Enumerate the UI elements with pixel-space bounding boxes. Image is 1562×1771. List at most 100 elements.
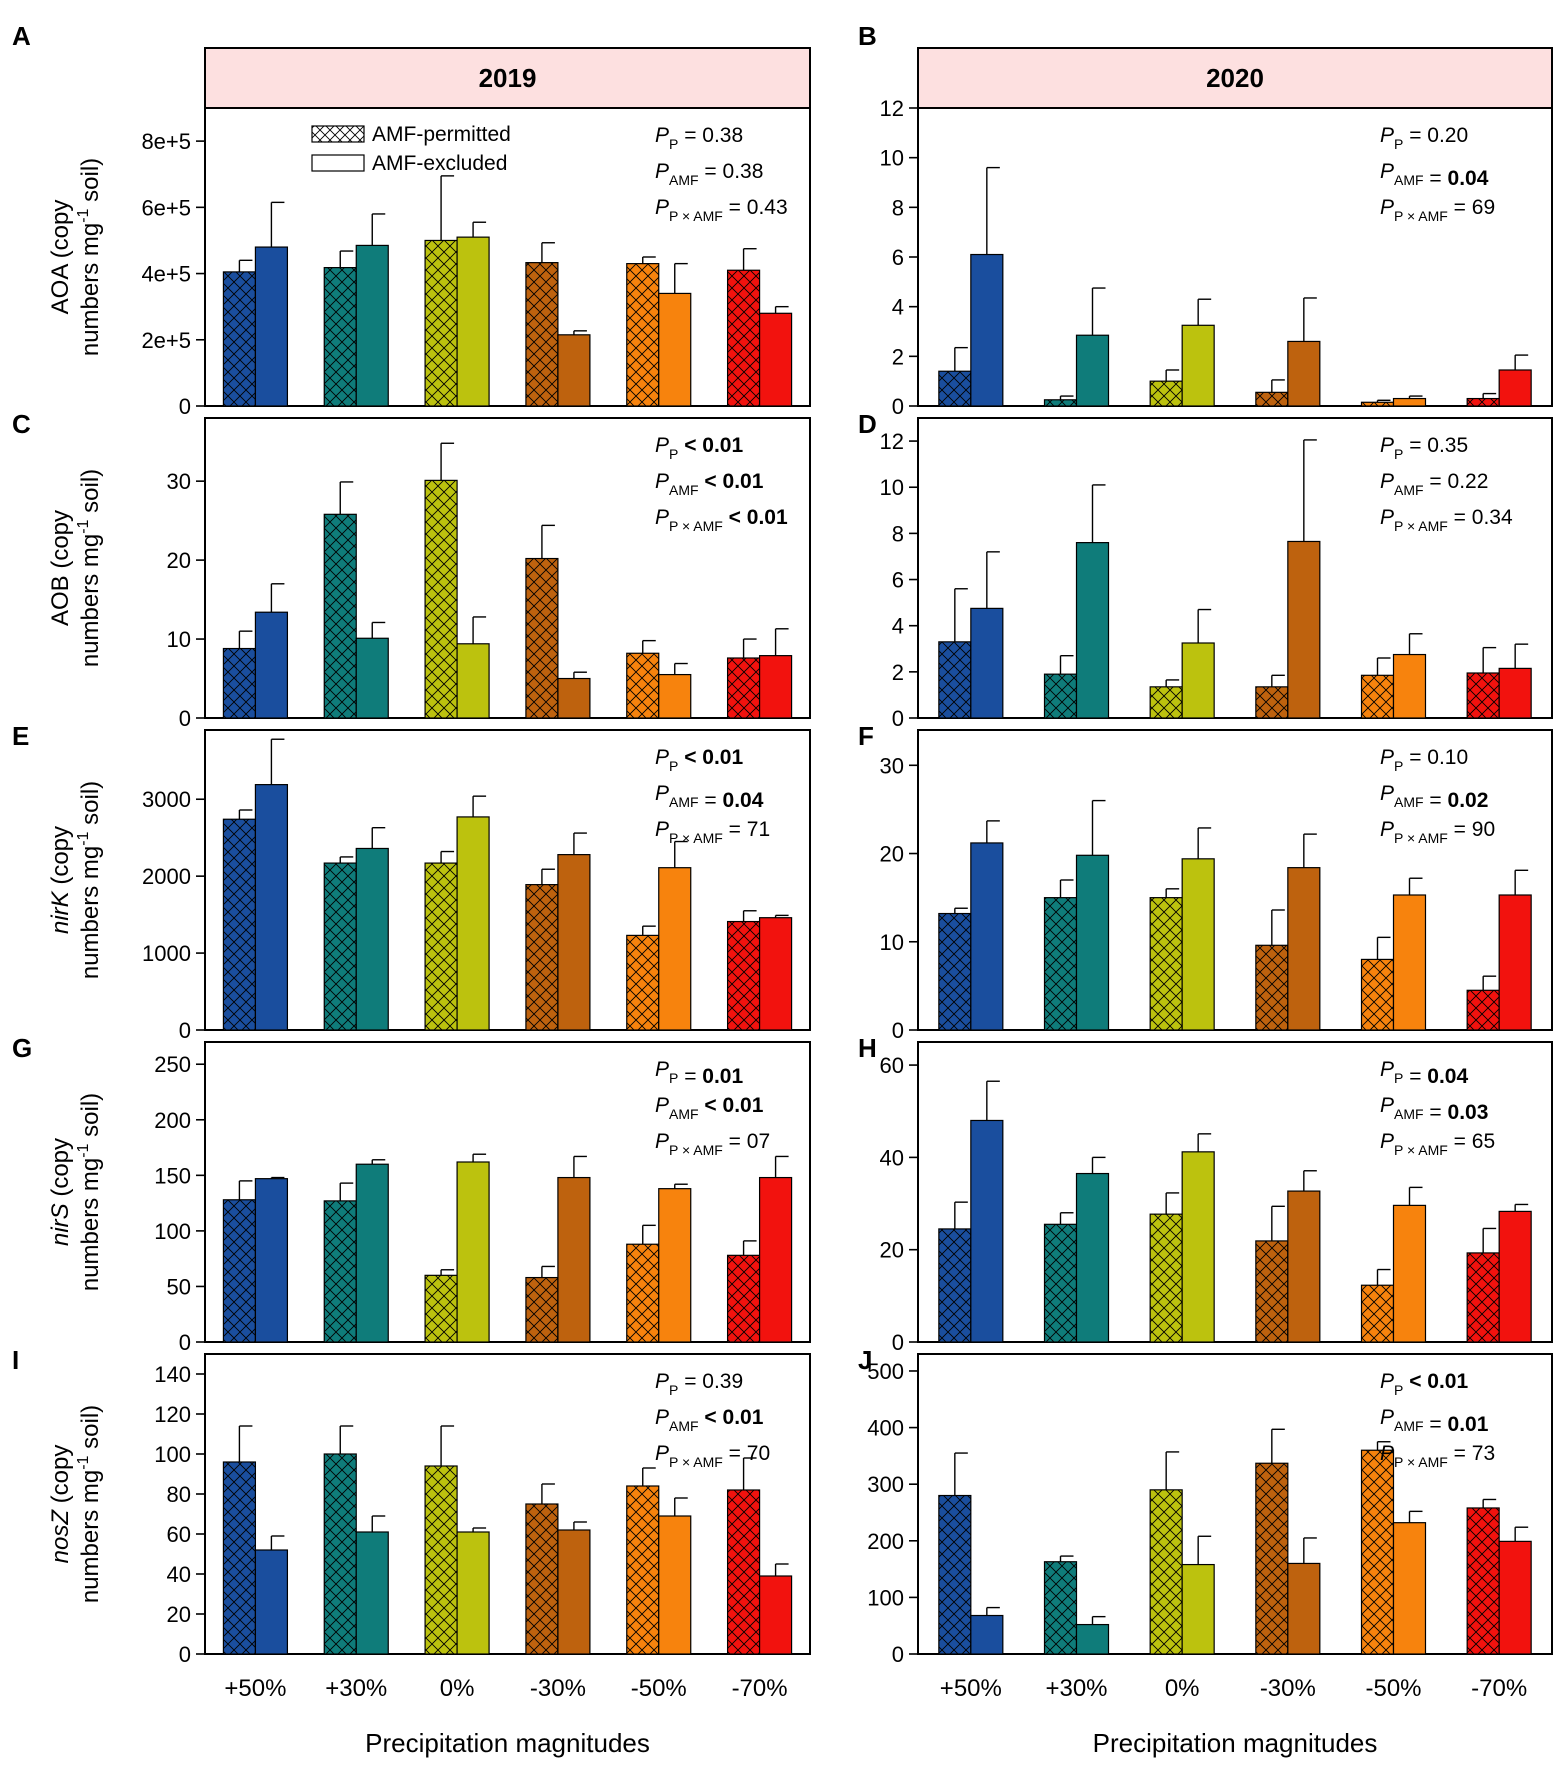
stat-annotation: PAMF < 0.01 bbox=[655, 470, 764, 498]
bar-amf-permitted bbox=[938, 641, 972, 719]
stat-annotation: PP × AMF = 07 bbox=[655, 1130, 770, 1158]
x-tick-label: 0% bbox=[1165, 1675, 1200, 1702]
bar-amf-excluded bbox=[1287, 340, 1321, 407]
bar-amf-excluded bbox=[456, 236, 490, 407]
y-axis-label-line2: numbers mg-1 soil) bbox=[75, 1093, 104, 1291]
plot-frame bbox=[917, 729, 1553, 1031]
y-axis-label-line2: numbers mg-1 soil) bbox=[75, 469, 104, 667]
y-tick-label: 4e+5 bbox=[141, 262, 191, 287]
y-tick-label: 30 bbox=[880, 753, 904, 778]
bar-amf-permitted bbox=[1255, 391, 1289, 407]
bar-amf-permitted bbox=[525, 557, 559, 719]
bar-amf-permitted bbox=[1149, 686, 1183, 719]
bar-amf-permitted bbox=[323, 513, 357, 719]
bar-amf-permitted bbox=[1360, 1284, 1395, 1343]
bar-amf-permitted bbox=[726, 1489, 761, 1655]
bar-amf-permitted bbox=[1360, 674, 1395, 719]
bar-amf-permitted bbox=[938, 1494, 972, 1655]
stat-annotation: PAMF < 0.01 bbox=[655, 1406, 764, 1434]
year-label: 2019 bbox=[479, 63, 537, 93]
stat-annotation: PAMF = 0.02 bbox=[1380, 782, 1488, 812]
y-tick-label: 300 bbox=[867, 1472, 904, 1497]
stat-annotation: PP × AMF = 0.43 bbox=[655, 196, 788, 224]
bar-amf-excluded bbox=[254, 1549, 289, 1655]
y-tick-label: 100 bbox=[867, 1585, 904, 1610]
plot-frame bbox=[204, 729, 811, 1031]
y-axis-label-line2: numbers mg-1 soil) bbox=[75, 781, 104, 979]
y-tick-label: 500 bbox=[867, 1359, 904, 1384]
plot-frame bbox=[917, 1353, 1553, 1655]
y-tick-label: 10 bbox=[167, 627, 191, 652]
y-tick-label: 0 bbox=[179, 394, 191, 419]
bar-amf-permitted bbox=[1255, 1462, 1289, 1655]
y-tick-label: 10 bbox=[880, 930, 904, 955]
y-tick-label: 200 bbox=[154, 1108, 191, 1133]
y-tick-label: 250 bbox=[154, 1052, 191, 1077]
bar-amf-excluded bbox=[456, 1531, 490, 1655]
panel-J: J 0 100 200 300 400 500 +50% +30% 0% -30% -50% -70% P… bbox=[858, 1345, 1553, 1702]
bar-amf-permitted bbox=[626, 263, 660, 407]
bar-amf-permitted bbox=[1466, 397, 1500, 407]
panel-letter: B bbox=[858, 21, 877, 51]
bar-amf-permitted bbox=[1043, 1223, 1078, 1343]
bar-amf-permitted bbox=[1255, 1240, 1289, 1343]
stat-annotation: PP × AMF < 0.01 bbox=[655, 506, 788, 534]
y-tick-label: 100 bbox=[154, 1442, 191, 1467]
stat-annotation: PP × AMF = 90 bbox=[1380, 818, 1495, 846]
panel-letter: G bbox=[12, 1033, 32, 1063]
stat-annotation: PP × AMF = 69 bbox=[1380, 196, 1495, 224]
plot-frame bbox=[204, 417, 811, 719]
bar-amf-permitted bbox=[1360, 1449, 1395, 1655]
bar-amf-excluded bbox=[758, 917, 793, 1031]
bar-amf-excluded bbox=[1181, 324, 1215, 407]
bar-amf-excluded bbox=[1287, 1562, 1321, 1655]
bar-amf-excluded bbox=[1287, 540, 1321, 719]
panel-B: B 0 2 4 6 8 10 12 PP = 0.20 PAMF = 0.04 PP × AMF =… bbox=[858, 21, 1553, 419]
stat-annotation: PP = 0.04 bbox=[1380, 1058, 1468, 1088]
bar-amf-excluded bbox=[1392, 1522, 1427, 1655]
bar-amf-permitted bbox=[424, 239, 458, 407]
stat-annotation: PP < 0.01 bbox=[655, 434, 743, 462]
plot-frame bbox=[917, 1041, 1553, 1343]
bar-amf-excluded bbox=[557, 677, 591, 719]
stat-annotation: PP = 0.01 bbox=[655, 1058, 743, 1088]
legend-label-permitted: AMF-permitted bbox=[372, 123, 511, 146]
bar-amf-excluded bbox=[557, 854, 591, 1031]
y-tick-label: 2 bbox=[892, 660, 904, 685]
y-tick-label: 0 bbox=[179, 1330, 191, 1355]
bar-amf-permitted bbox=[525, 1503, 559, 1655]
bar-amf-excluded bbox=[1181, 1563, 1215, 1655]
y-tick-label: 0 bbox=[179, 1642, 191, 1667]
x-tick-label: +50% bbox=[940, 1675, 1002, 1702]
bar-amf-permitted bbox=[1043, 897, 1078, 1031]
bar-amf-permitted bbox=[1466, 1252, 1500, 1343]
bar-amf-excluded bbox=[1075, 1172, 1110, 1343]
bar-amf-excluded bbox=[355, 244, 389, 407]
y-tick-label: 200 bbox=[867, 1529, 904, 1554]
stat-annotation: PP × AMF = 73 bbox=[1380, 1442, 1495, 1470]
bar-amf-excluded bbox=[1392, 1204, 1427, 1343]
bar-amf-excluded bbox=[970, 1119, 1004, 1343]
y-tick-label: 100 bbox=[154, 1219, 191, 1244]
bar-amf-excluded bbox=[758, 655, 793, 719]
bar-amf-excluded bbox=[557, 1529, 591, 1655]
plot-frame bbox=[204, 1353, 811, 1655]
y-tick-label: 2 bbox=[892, 344, 904, 369]
y-tick-label: 80 bbox=[167, 1482, 191, 1507]
legend: AMF-permitted AMF-excluded bbox=[311, 123, 511, 175]
bar-amf-excluded bbox=[1287, 1190, 1321, 1343]
bar-amf-excluded bbox=[254, 1178, 289, 1343]
bar-amf-excluded bbox=[1498, 894, 1532, 1031]
stat-annotation: PP = 0.39 bbox=[655, 1370, 743, 1398]
panel-C: C 0 10 20 30 AOB (copy numbers mg-1 soil) PP < … bbox=[12, 409, 811, 731]
stat-annotation: PAMF = 0.01 bbox=[1380, 1406, 1489, 1436]
stat-annotation: PP = 0.35 bbox=[1380, 434, 1468, 462]
stat-annotation: PP × AMF = 70 bbox=[655, 1442, 770, 1470]
bar-amf-permitted bbox=[726, 1254, 761, 1343]
y-tick-label: 20 bbox=[880, 1238, 904, 1263]
bar-amf-excluded bbox=[1181, 858, 1215, 1031]
y-tick-label: 400 bbox=[867, 1416, 904, 1441]
x-tick-label: 0% bbox=[440, 1675, 475, 1702]
bar-amf-excluded bbox=[557, 334, 591, 407]
bar-amf-permitted bbox=[323, 1453, 357, 1655]
